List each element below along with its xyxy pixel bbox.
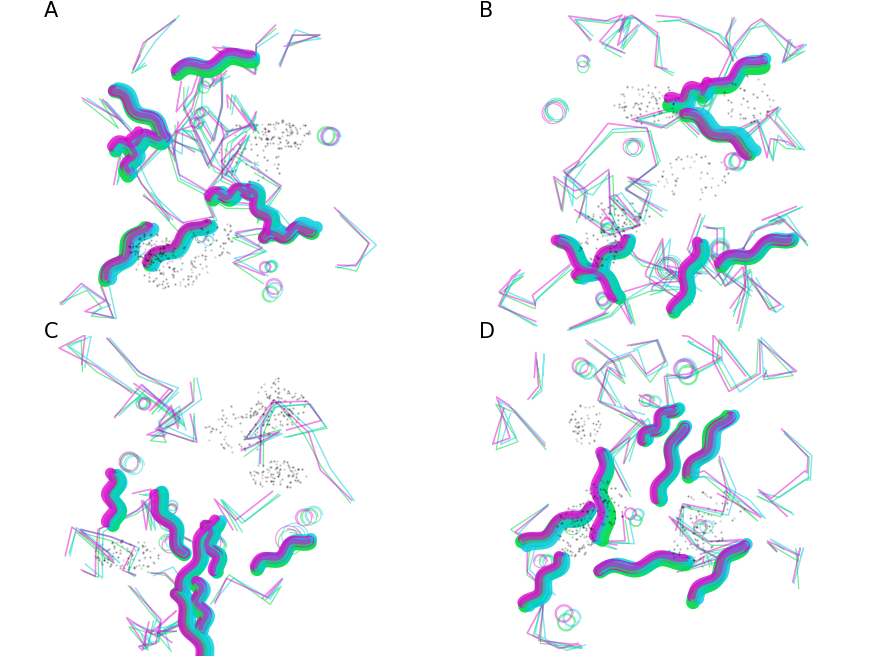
Text: B: B xyxy=(479,1,493,21)
Text: D: D xyxy=(479,322,494,342)
Text: C: C xyxy=(44,322,58,342)
Text: A: A xyxy=(44,1,58,21)
